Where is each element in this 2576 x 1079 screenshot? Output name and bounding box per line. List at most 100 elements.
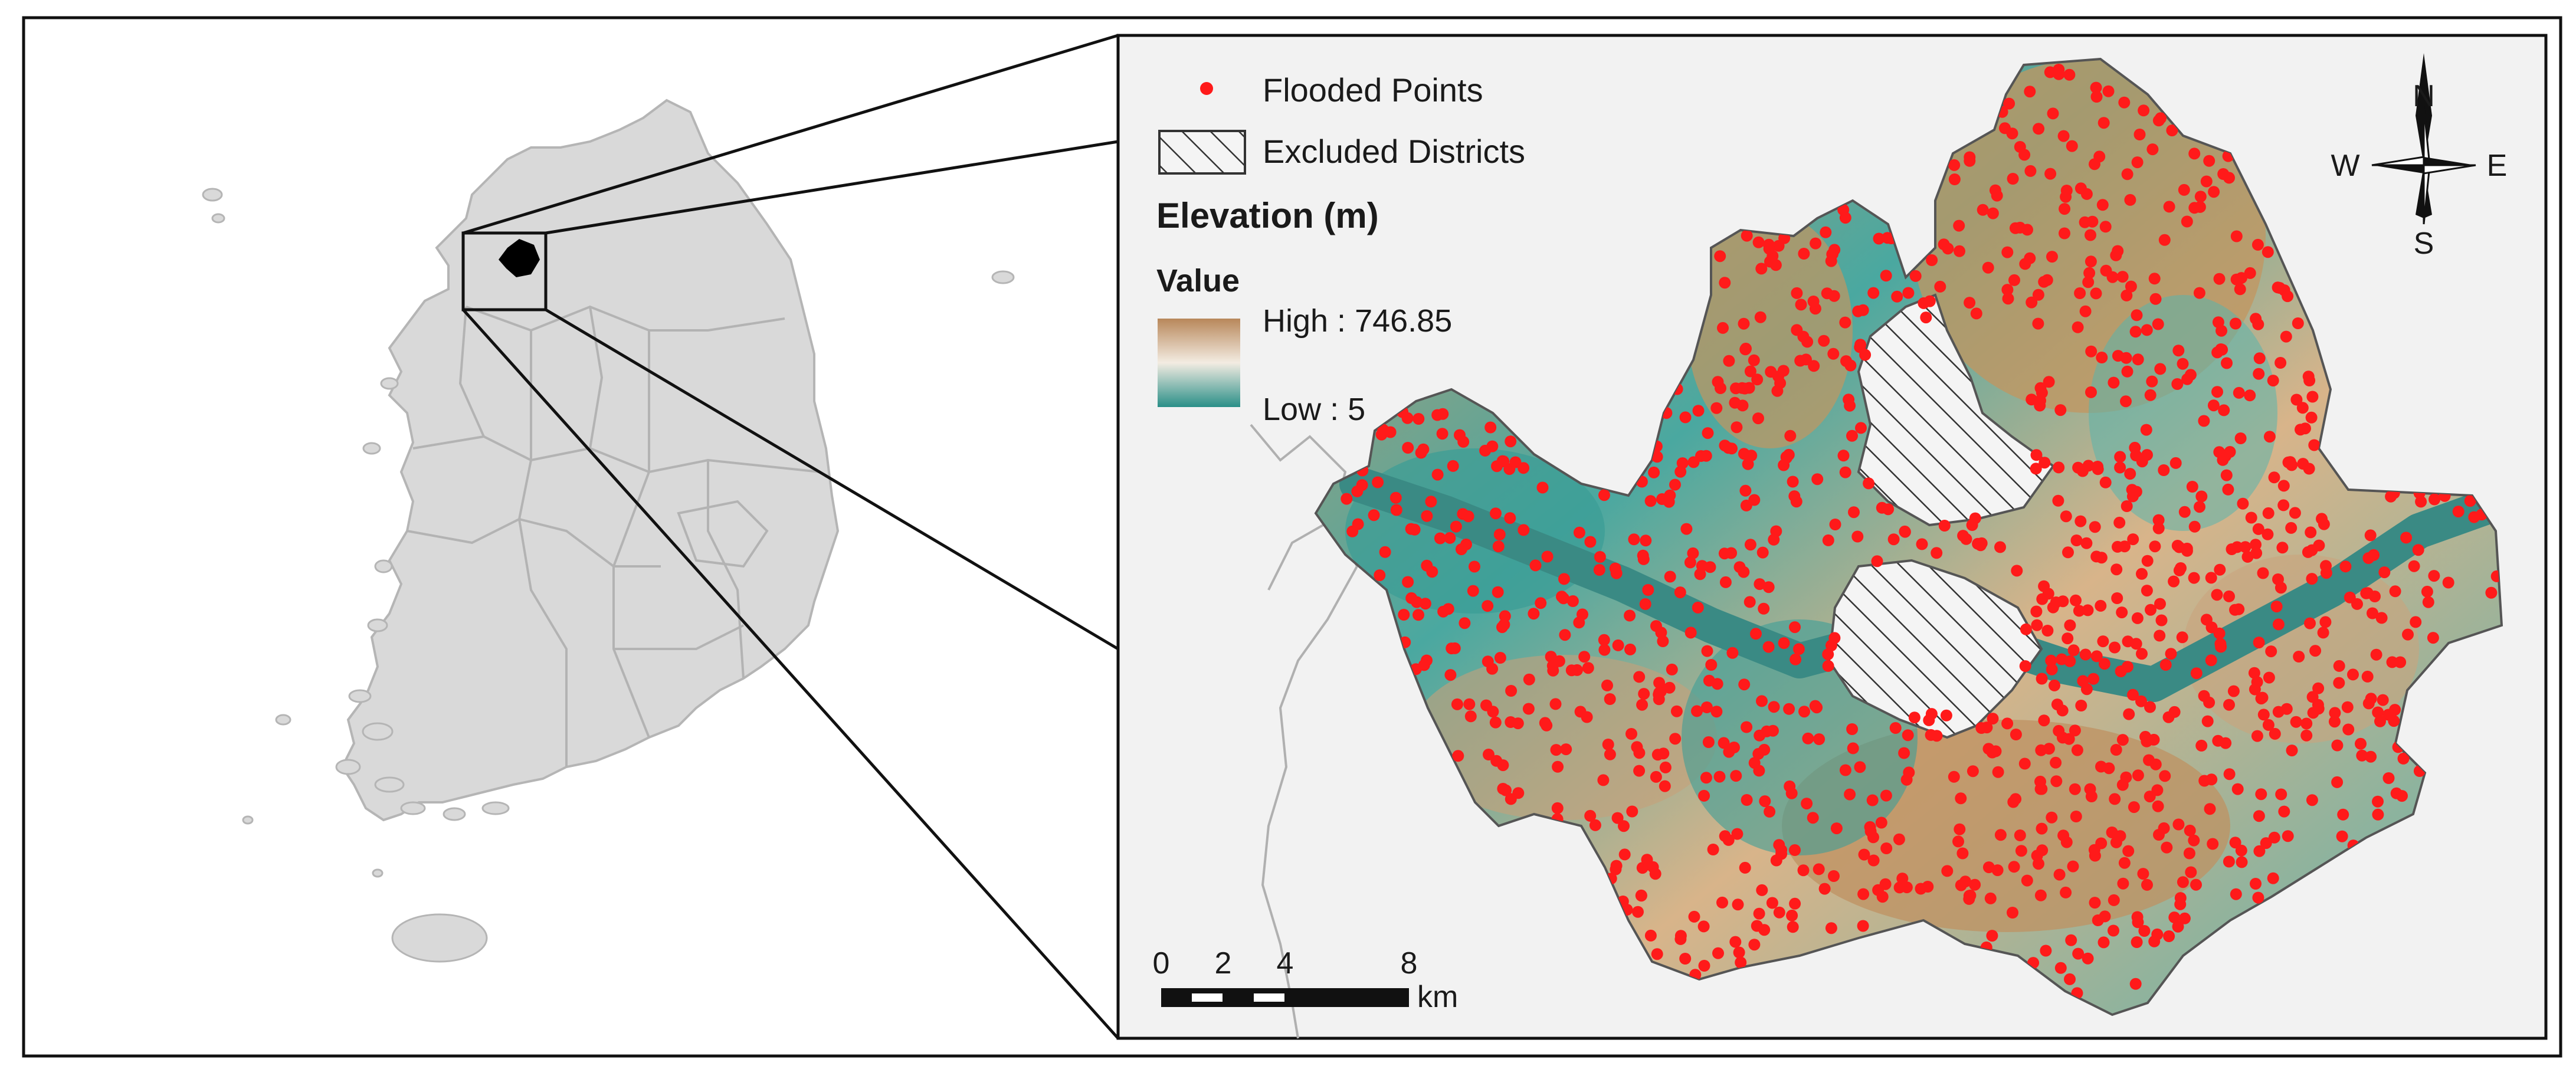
flooded-point (2336, 830, 2348, 842)
flooded-point (2236, 856, 2248, 868)
flooded-point (2124, 194, 2136, 206)
flooded-point (2152, 800, 2164, 812)
flooded-point (2251, 730, 2263, 742)
flooded-point (2041, 625, 2054, 637)
flooded-point (2309, 645, 2322, 657)
flooded-point (1565, 664, 1578, 677)
flooded-point (2127, 533, 2139, 546)
flooded-point (2341, 701, 2354, 713)
flooded-point (2026, 296, 2038, 309)
flooded-point (2053, 724, 2065, 737)
flooded-point (2198, 415, 2210, 427)
flooded-point (2171, 378, 2184, 390)
flooded-point (1447, 460, 1459, 472)
flooded-point (2110, 563, 2123, 576)
flooded-point (1889, 722, 1902, 734)
flooded-point (2049, 679, 2060, 691)
flooded-point (2149, 293, 2162, 305)
flooded-point (1707, 844, 1719, 855)
islands (202, 188, 1015, 963)
flooded-point (1738, 317, 1750, 330)
flooded-point (2110, 836, 2122, 848)
flooded-point (1801, 336, 1814, 348)
flooded-point (2098, 658, 2110, 670)
flooded-point (2102, 85, 2115, 97)
flooded-point (2361, 670, 2374, 683)
flooded-point (2106, 827, 2118, 838)
flooded-point (2268, 471, 2280, 484)
flooded-point (2253, 845, 2266, 857)
flooded-point (1969, 878, 1981, 891)
flooded-point (2328, 716, 2341, 728)
flooded-point (1768, 701, 1780, 713)
flooded-point (1952, 835, 1964, 848)
flooded-point (1758, 743, 1771, 756)
flooded-point (2362, 552, 2375, 564)
flooded-point (1558, 573, 1570, 585)
flooded-point (2036, 673, 2048, 685)
flooded-point (1482, 655, 1494, 668)
flooded-point (2229, 604, 2241, 616)
flooded-point (1896, 873, 1909, 885)
flooded-point (1560, 743, 1572, 756)
flooded-point (2110, 744, 2122, 756)
flooded-point (1975, 722, 1988, 734)
flooded-point (2364, 529, 2377, 542)
flooded-point (2143, 754, 2155, 766)
flooded-point (1352, 518, 1364, 530)
seoul-silhouette (499, 239, 540, 277)
flooded-point (2163, 930, 2175, 942)
flooded-point (1867, 854, 1880, 867)
flooded-point (1990, 745, 2002, 757)
flooded-point (1717, 322, 1729, 334)
flooded-point (2014, 829, 2026, 841)
flooded-point (2230, 230, 2243, 242)
flooded-point (2224, 446, 2236, 458)
flooded-point (2389, 585, 2401, 598)
flooded-point (2062, 546, 2074, 559)
flooded-point (1723, 746, 1735, 758)
flooded-point (1854, 761, 1866, 773)
flooded-point (1775, 844, 1788, 856)
flooded-point (1500, 784, 1512, 796)
flooded-point (2036, 593, 2049, 605)
flooded-point (1379, 546, 1391, 558)
flooded-point (1377, 424, 1389, 436)
flooded-point (1628, 533, 1640, 546)
flooded-point (1640, 534, 1652, 547)
flooded-point (1826, 248, 1838, 260)
flooded-point (1811, 473, 1824, 486)
flooded-point (2112, 540, 2123, 553)
flooded-point (2030, 449, 2043, 461)
flooded-point (1691, 705, 1703, 717)
flooded-point (1839, 764, 1851, 776)
flooded-point (1434, 532, 1446, 545)
flooded-point (2095, 760, 2107, 773)
flooded-point (1618, 820, 1630, 832)
locator-box (461, 231, 548, 311)
flooded-point (1741, 721, 1753, 733)
flooded-point (1639, 598, 1651, 610)
flooded-point (1556, 591, 1568, 603)
legend-excluded-label: Excluded Districts (1263, 133, 1525, 170)
flooded-point (1989, 184, 2001, 196)
flooded-point (2296, 402, 2309, 414)
scale-unit: km (1417, 980, 1458, 1014)
flooded-point (2140, 424, 2152, 436)
flooded-point (1535, 597, 1547, 609)
flooded-point (2234, 432, 2247, 444)
flooded-point (2144, 701, 2156, 713)
flooded-point (2033, 123, 2045, 135)
flooded-point (2203, 155, 2216, 167)
flooded-point (2116, 779, 2129, 791)
flooded-point (1653, 677, 1666, 689)
flooded-point (1756, 884, 1768, 896)
flooded-point (2178, 183, 2190, 196)
flooded-point (1942, 242, 1954, 255)
flooded-point (2188, 572, 2200, 584)
flooded-point (1941, 865, 1954, 877)
flooded-point (2422, 596, 2434, 608)
flooded-point (2250, 547, 2263, 559)
flooded-point (1731, 421, 1743, 434)
flooded-point (1604, 693, 1616, 705)
